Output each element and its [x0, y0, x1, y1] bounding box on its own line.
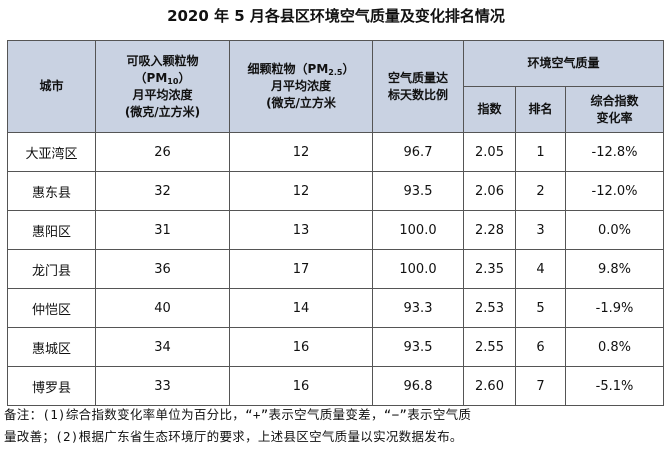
cell-pm25: 16 [229, 366, 373, 406]
footnote-line2: 量改善；(2)根据广东省生态环境厅的要求，上述县区空气质量以实况数据发布。 [4, 429, 463, 444]
cell-change: -1.9% [564, 288, 665, 328]
cell-index: 2.06 [463, 171, 516, 211]
cell-rank: 2 [515, 171, 566, 211]
cell-ratio: 93.5 [372, 327, 464, 367]
air-quality-table: 城市 可吸入颗粒物 （PM10） 月平均浓度 (微克/立方米) 细颗粒物（PM2… [7, 40, 665, 406]
cell-pm10: 33 [95, 366, 230, 406]
header-pm25: 细颗粒物（PM2.5） 月平均浓度 (微克/立方米 [229, 40, 373, 133]
cell-change: -5.1% [564, 366, 665, 406]
cell-change: 0.0% [564, 210, 665, 250]
cell-change: -12.0% [564, 171, 665, 211]
cell-city: 仲恺区 [7, 288, 96, 328]
cell-change: 0.8% [564, 327, 665, 367]
header-aq-group: 环境空气质量 [462, 40, 665, 87]
table-row: 惠东县 32 12 93.5 2.06 2 -12.0% [7, 171, 665, 211]
header-pm10-line3: 月平均浓度 [132, 87, 193, 102]
cell-city: 惠城区 [7, 327, 96, 367]
cell-index: 2.60 [463, 366, 516, 406]
footnote: 备注：(1)综合指数变化率单位为百分比，“+”表示空气质量变差，“−”表示空气质… [4, 404, 670, 448]
cell-ratio: 93.5 [372, 171, 464, 211]
cell-rank: 4 [515, 249, 566, 289]
cell-pm10: 36 [95, 249, 230, 289]
cell-pm10: 32 [95, 171, 230, 211]
cell-index: 2.28 [463, 210, 516, 250]
cell-pm10: 34 [95, 327, 230, 367]
cell-city: 惠东县 [7, 171, 96, 211]
cell-rank: 7 [515, 366, 566, 406]
header-ratio: 空气质量达 标天数比例 [372, 40, 464, 133]
cell-change: -12.8% [564, 132, 665, 172]
cell-pm10: 31 [95, 210, 230, 250]
cell-index: 2.05 [463, 132, 516, 172]
header-city: 城市 [7, 40, 96, 133]
cell-ratio: 93.3 [372, 288, 464, 328]
header-pm10: 可吸入颗粒物 （PM10） 月平均浓度 (微克/立方米) [95, 40, 230, 133]
page-title: 2020 年 5 月各县区环境空气质量及变化排名情况 [167, 7, 505, 25]
header-rank: 排名 [515, 86, 566, 133]
cell-rank: 6 [515, 327, 566, 367]
cell-index: 2.55 [463, 327, 516, 367]
cell-city: 大亚湾区 [7, 132, 96, 172]
header-pm10-line4: (微克/立方米) [124, 104, 201, 119]
cell-ratio: 96.7 [372, 132, 464, 172]
cell-pm25: 12 [229, 171, 373, 211]
cell-ratio: 96.8 [372, 366, 464, 406]
table-row: 龙门县 36 17 100.0 2.35 4 9.8% [7, 249, 665, 289]
header-change: 综合指数 变化率 [564, 86, 665, 133]
table-row: 博罗县 33 16 96.8 2.60 7 -5.1% [7, 366, 665, 406]
table-row: 惠城区 34 16 93.5 2.55 6 0.8% [7, 327, 665, 367]
header-pm25-line2: 月平均浓度 [270, 79, 331, 93]
cell-pm10: 40 [95, 288, 230, 328]
header-pm10-line2: （PM10） [134, 70, 191, 86]
cell-pm10: 26 [95, 132, 230, 172]
table-row: 大亚湾区 26 12 96.7 2.05 1 -12.8% [7, 132, 665, 172]
table-row: 惠阳区 31 13 100.0 2.28 3 0.0% [7, 210, 665, 250]
header-pm10-line1: 可吸入颗粒物 [126, 53, 199, 68]
cell-pm25: 12 [229, 132, 373, 172]
header-pm25-line1: 细颗粒物（PM2.5） [247, 62, 355, 77]
cell-change: 9.8% [564, 249, 665, 289]
cell-rank: 1 [515, 132, 566, 172]
cell-city: 博罗县 [7, 366, 96, 406]
cell-pm25: 16 [229, 327, 373, 367]
footnote-line1: 备注：(1)综合指数变化率单位为百分比，“+”表示空气质量变差，“−”表示空气质 [4, 407, 472, 422]
header-index: 指数 [463, 86, 516, 133]
cell-city: 惠阳区 [7, 210, 96, 250]
cell-ratio: 100.0 [372, 249, 464, 289]
cell-city: 龙门县 [7, 249, 96, 289]
cell-ratio: 100.0 [372, 210, 464, 250]
cell-rank: 5 [515, 288, 566, 328]
table-row: 仲恺区 40 14 93.3 2.53 5 -1.9% [7, 288, 665, 328]
cell-pm25: 13 [229, 210, 373, 250]
header-pm25-line3: (微克/立方米 [266, 96, 336, 110]
cell-rank: 3 [515, 210, 566, 250]
cell-index: 2.35 [463, 249, 516, 289]
cell-pm25: 14 [229, 288, 373, 328]
cell-pm25: 17 [229, 249, 373, 289]
cell-index: 2.53 [463, 288, 516, 328]
